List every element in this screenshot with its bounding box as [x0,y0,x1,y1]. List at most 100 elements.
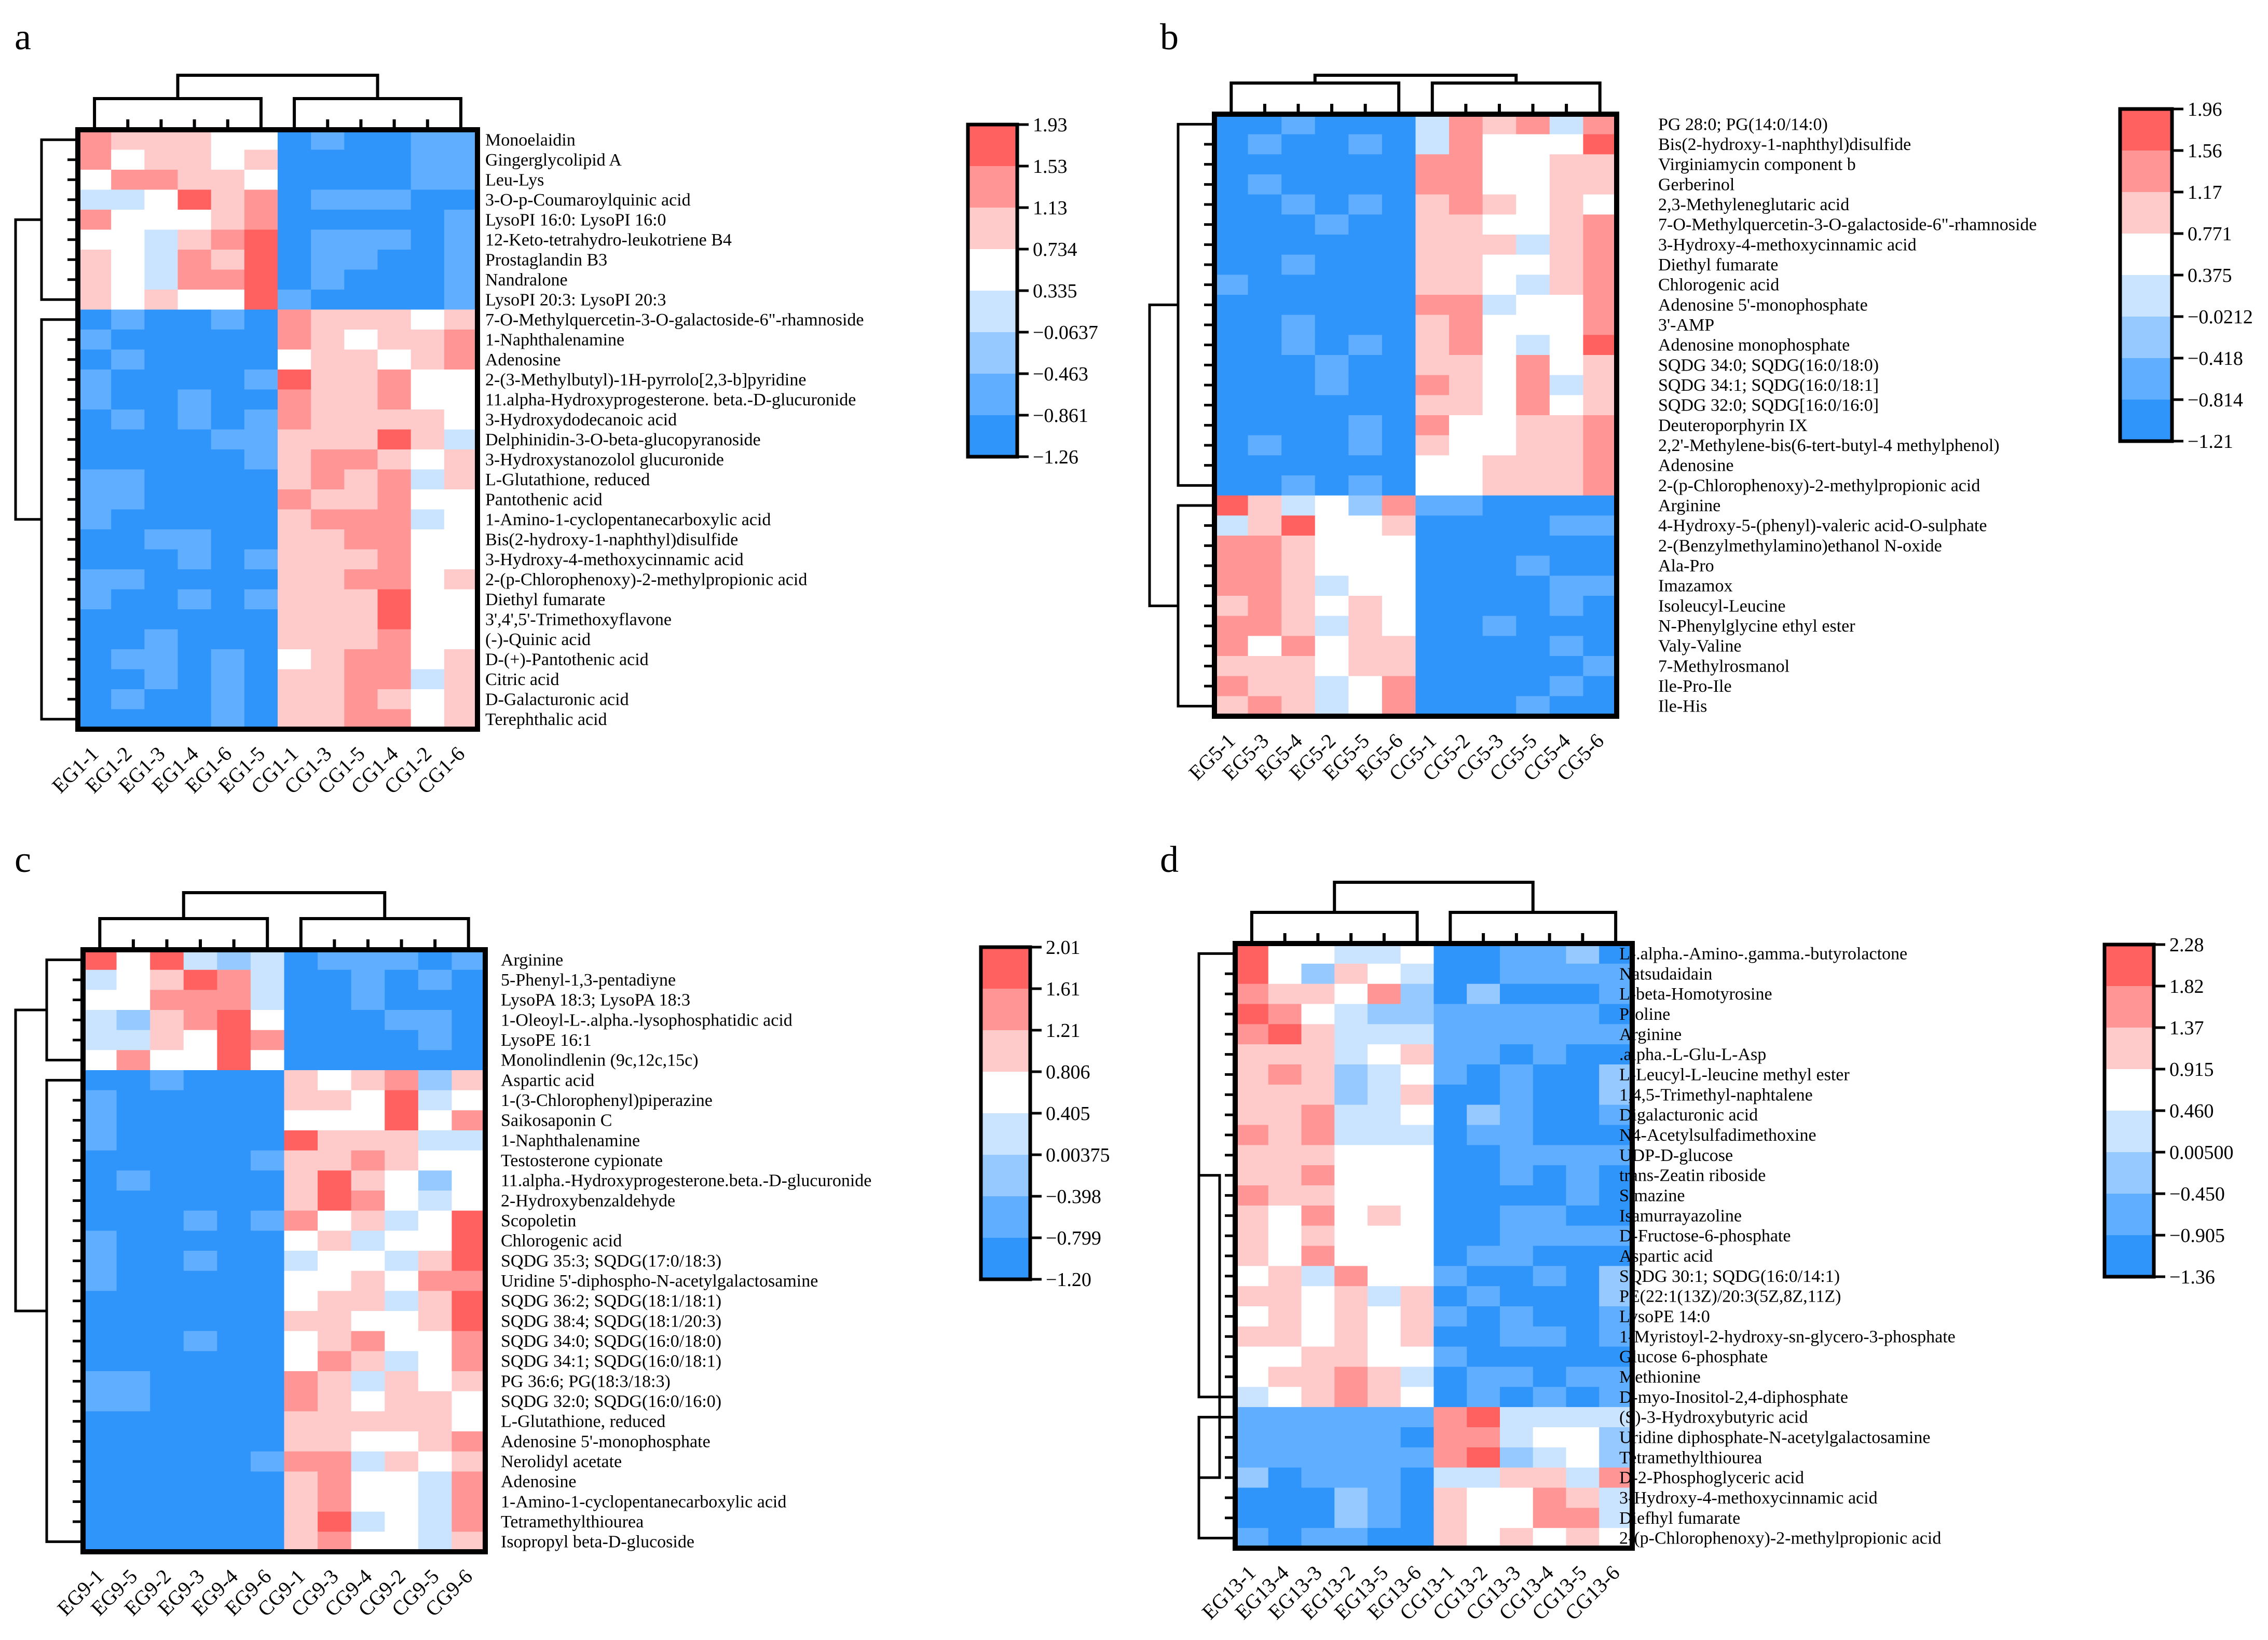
heatmap-cell [1566,1366,1600,1387]
heatmap-cell [1348,295,1383,316]
heatmap-cell [250,1291,285,1311]
heatmap-cell [1334,1346,1368,1368]
heatmap-cell [1382,455,1416,476]
heatmap-cells [83,950,486,1552]
heatmap-cell [318,1010,352,1031]
heatmap-cell [1235,1366,1269,1387]
heatmap-cell [377,250,412,270]
heatmap-cell [385,1251,419,1272]
dendrogram-root [1199,1174,1221,1479]
colorbar-tick-label: 0.375 [2188,265,2232,286]
heatmap-cell [1549,495,1584,516]
row-label: Isopropyl beta-D-glucoside [501,1533,694,1552]
heatmap-cell [1248,455,1282,476]
heatmap-cell [1301,1467,1335,1488]
heatmap-cell [1382,395,1416,416]
heatmap-cell [1467,1104,1500,1126]
heatmap-cell [244,669,278,690]
heatmap-cell [1415,616,1450,636]
heatmap-cell [1268,1064,1302,1085]
heatmap-cell [1281,375,1316,395]
heatmap-cell [116,1110,151,1131]
heatmap-cell [1281,656,1316,677]
heatmap-cell [1433,1508,1467,1528]
heatmap-cell [111,669,145,690]
heatmap-cell [1415,174,1450,195]
heatmap-cell [150,1210,184,1231]
heatmap-cell [1315,315,1349,335]
heatmap-cell [318,1371,352,1392]
heatmap-cell [83,1150,117,1171]
heatmap-cell [1248,636,1282,657]
heatmap-cell [244,250,278,270]
heatmap-cell [1599,1306,1633,1327]
heatmap-cell [250,1231,285,1251]
heatmap-cell [344,389,378,410]
heatmap-cell [351,1431,385,1452]
heatmap-cell [452,1150,486,1171]
heatmap-cell [1248,335,1282,356]
row-label: 11.alpha-Hydroxyprogesterone. beta.-D-gl… [485,390,856,409]
heatmap-cell [1281,616,1316,636]
colorbar-swatch [2120,192,2172,234]
heatmap-cell [452,1431,486,1452]
row-label: 3-O-p-Coumaroylquinic acid [485,190,691,210]
heatmap-cell [211,609,245,630]
heatmap-cell [1400,1145,1434,1166]
heatmap-cell [1315,355,1349,376]
heatmap-cell [1268,944,1302,964]
heatmap-cell [1449,214,1483,235]
heatmap-cell [452,1371,486,1392]
heatmap-cell [311,649,345,670]
heatmap-cell [377,349,412,370]
heatmap-cell [284,1532,318,1552]
heatmap-cell [83,1050,117,1071]
heatmap-cell [250,1191,285,1211]
heatmap-cell [1482,154,1516,175]
heatmap-cell [1248,495,1282,516]
heatmap-cell [1368,1084,1401,1105]
heatmap-cell [144,189,179,210]
heatmap-cell [177,330,212,350]
heatmap-cell [1415,415,1450,436]
heatmap-cell [244,290,278,310]
heatmap-cell [116,1130,151,1151]
heatmap-cell [1248,254,1282,275]
heatmap-cell [1500,1064,1534,1085]
heatmap-cell [377,229,412,250]
heatmap-cell [284,1411,318,1432]
heatmap-cell [411,210,445,230]
heatmap-cell [385,950,419,971]
heatmap-cell [452,1170,486,1191]
heatmap-cell [1268,1024,1302,1045]
heatmap-cell [111,629,145,650]
heatmap-cell [1301,944,1335,964]
heatmap-cell [183,1110,217,1131]
colorbar-swatch [968,125,1017,167]
heatmap-cell [150,1451,184,1472]
heatmap-cell [1348,555,1383,576]
heatmap-cell [250,1532,285,1552]
row-label: Adenosine [1658,456,1733,475]
heatmap-cell [452,1532,486,1552]
heatmap-cell [183,1050,217,1071]
heatmap-cell [1415,515,1450,536]
heatmap-cell [278,649,311,670]
heatmap-cell [1566,1104,1600,1126]
heatmap-cell [177,269,212,290]
row-label: Isamurrayazoline [1619,1206,1742,1225]
heatmap-cell [1533,1306,1567,1327]
heatmap-cell [278,709,311,730]
heatmap-cell [1516,596,1550,617]
heatmap-cell [385,1150,419,1171]
heatmap-cell [1467,1266,1500,1287]
heatmap-cell [1415,295,1450,316]
heatmap-cell [1301,1044,1335,1065]
heatmap-cell [1281,676,1316,696]
heatmap-cell [116,1331,151,1351]
heatmap-cell [116,950,151,971]
heatmap-cell [1281,154,1316,175]
row-label: 3-Hydroxy-4-methoxycinnamic acid [1658,235,1917,254]
heatmap-cell [1500,1326,1534,1347]
heatmap-cell [311,609,345,630]
